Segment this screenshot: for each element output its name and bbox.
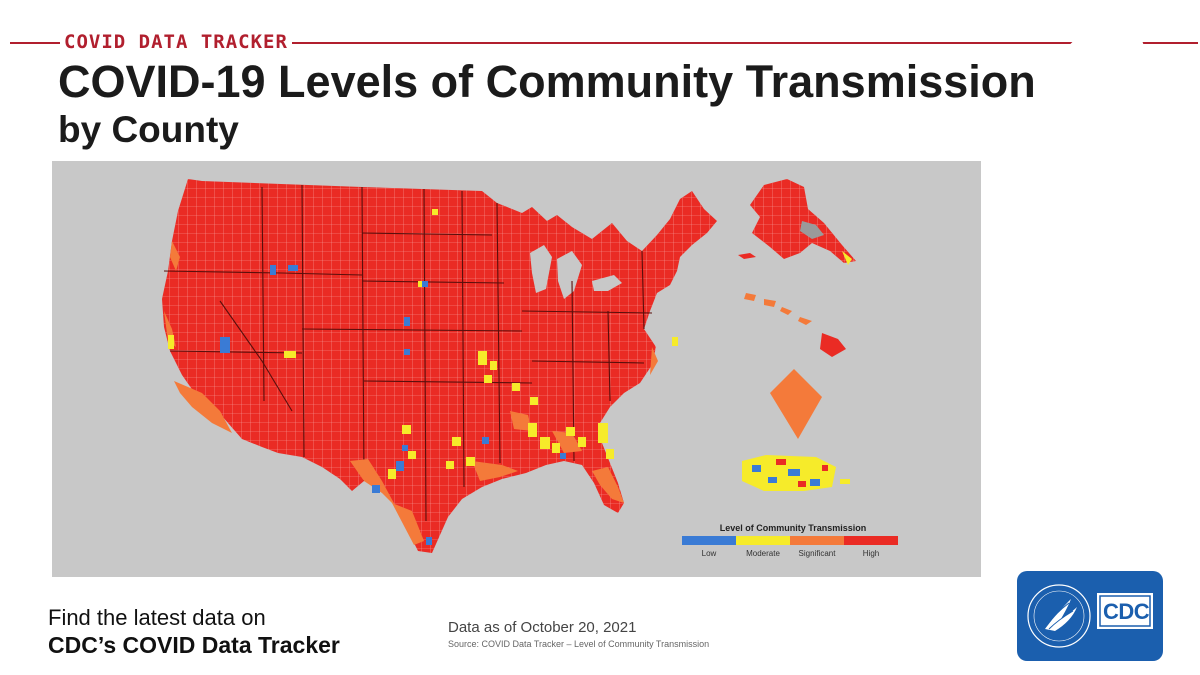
hawaii [744,293,846,357]
legend-swatch-low [682,536,736,545]
legend-labels: Low Moderate Significant High [682,549,898,558]
legend-label-moderate: Moderate [746,549,780,558]
cta-line-2: CDC’s COVID Data Tracker [48,632,340,658]
source-note: Source: COVID Data Tracker – Level of Co… [448,639,710,649]
hhs-cdc-logo: CDC [1017,571,1163,661]
title-line-1: COVID-19 Levels of Community Transmissio… [58,56,1036,107]
tracker-label: COVID DATA TRACKER [60,31,292,53]
continental-us [162,179,717,553]
map-svg [162,179,856,553]
cta-line-1: Find the latest data on [48,605,266,630]
legend-swatch-moderate [736,536,790,545]
cdc-logo-text: CDC [1103,599,1150,624]
legend-label-low: Low [701,549,717,558]
legend-title: Level of Community Transmission [719,523,867,533]
legend-label-significant: Significant [798,549,836,558]
map-legend: Level of Community Transmission Low Mode… [682,523,904,563]
title-line-2: by County [58,109,239,150]
dc-inset [770,369,822,439]
tracker-call-to-action: Find the latest data on CDC’s COVID Data… [48,604,340,659]
county-transmission-map: Level of Community Transmission Low Mode… [52,161,981,577]
legend-swatch-high [844,536,898,545]
data-as-of: Data as of October 20, 2021 [448,619,637,636]
legend-color-bar [682,536,898,545]
page-title: COVID-19 Levels of Community Transmissio… [58,56,1036,152]
legend-swatch-significant [790,536,844,545]
hhs-eagle-icon [1027,584,1153,648]
legend-label-high: High [862,549,880,558]
puerto-rico [742,455,850,491]
alaska [738,179,856,265]
